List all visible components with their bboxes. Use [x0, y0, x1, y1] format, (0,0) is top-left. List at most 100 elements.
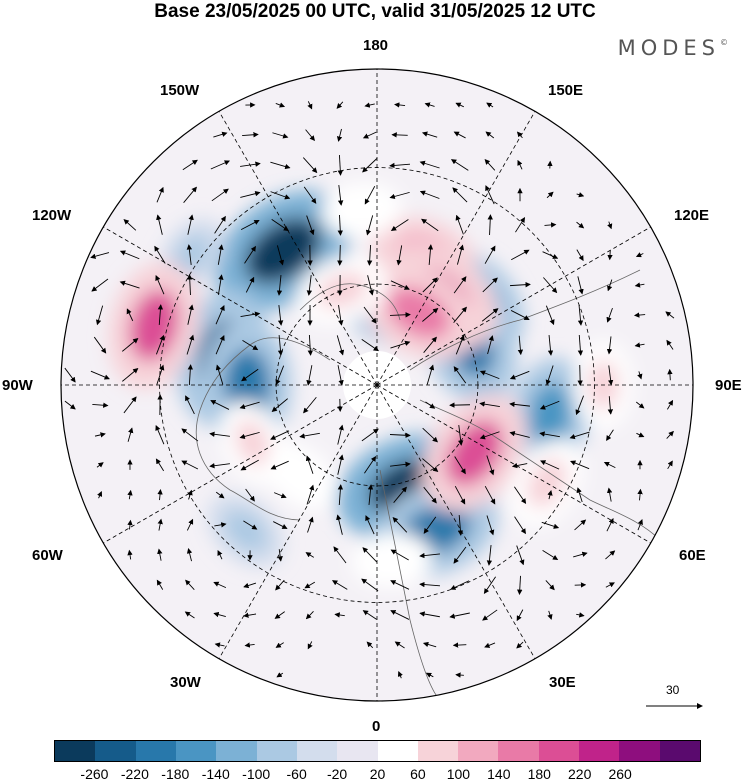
colorbar-segment: [498, 741, 539, 761]
wind-arrow: [186, 547, 193, 562]
wind-arrow: [545, 305, 555, 326]
wind-arrow: [427, 244, 434, 266]
wind-arrow: [542, 550, 559, 561]
wind-arrow: [336, 128, 343, 142]
wind-arrow: [574, 519, 587, 531]
wind-arrow: [274, 611, 285, 619]
wind-arrow: [306, 484, 315, 505]
wind-arrow: [539, 431, 560, 438]
colorbar-tick-label: -260: [80, 766, 109, 782]
wind-arrow: [577, 276, 584, 295]
label-90w: 90W: [2, 377, 33, 394]
wind-arrow: [484, 159, 496, 171]
wind-arrow: [156, 579, 164, 590]
wind-arrow: [424, 102, 435, 108]
wind-arrow: [637, 371, 643, 380]
wind-arrow: [635, 252, 644, 258]
wind-arrow: [306, 365, 313, 386]
wind-arrow: [606, 518, 614, 532]
wind-arrow: [390, 340, 411, 349]
wind-arrow: [666, 339, 674, 350]
wind-arrow: [303, 186, 317, 204]
wind-arrow: [239, 401, 260, 410]
wind-arrow: [243, 582, 257, 589]
colorbar-tick-label: 140: [487, 766, 511, 782]
wind-arrow: [539, 400, 560, 410]
parallel-line: [275, 283, 479, 487]
wind-arrow: [157, 518, 163, 531]
wind-arrow: [485, 185, 495, 205]
wind-arrow: [337, 365, 344, 386]
colorbar-segment: [538, 741, 580, 761]
wind-arrow: [514, 516, 526, 535]
wind-arrow: [270, 460, 289, 470]
wind-arrow: [390, 280, 410, 290]
wind-arrow: [576, 249, 584, 262]
wind-arrow: [367, 484, 374, 505]
map-title: Base 23/05/2025 00 UTC, valid 31/05/2025…: [154, 1, 596, 22]
wind-arrow: [577, 305, 584, 326]
parallel-line: [159, 167, 595, 603]
wind-arrow: [486, 515, 495, 536]
meridian-line: [218, 384, 378, 659]
wind-arrow: [455, 672, 464, 678]
wind-arrow: [361, 428, 379, 442]
colorbar-ticks: -260 -220 -180 -140 -100 -60 -20 20 60 100 140 180 2…: [54, 766, 701, 782]
colorbar-segment: [458, 741, 499, 761]
wind-arrow: [275, 102, 286, 108]
wind-arrow: [187, 304, 194, 325]
wind-arrow: [303, 396, 317, 414]
wind-arrow: [333, 546, 347, 564]
wind-arrow: [155, 274, 165, 295]
wind-arrow: [487, 335, 494, 355]
wind-arrow: [453, 276, 467, 294]
wind-arrow: [425, 672, 434, 678]
wind-arrow: [454, 456, 466, 475]
meridian-line: [376, 384, 536, 659]
colorbar-segment: [175, 741, 217, 761]
colorbar-tick-label: -100: [242, 766, 271, 782]
meridian-line: [376, 226, 651, 386]
wind-arrow: [637, 488, 643, 501]
wind-arrow: [337, 154, 344, 176]
wind-arrow: [455, 334, 465, 355]
wind-arrow: [277, 335, 284, 356]
wind-arrow: [336, 101, 344, 109]
wind-arrow: [245, 276, 255, 293]
label-60w: 60W: [32, 547, 63, 564]
colorbar-tick-label: 260: [608, 766, 632, 782]
wind-arrow: [244, 245, 256, 264]
wind-arrow: [389, 191, 410, 200]
colorbar-tick-label: -60: [286, 766, 307, 782]
wind-arrow: [273, 521, 288, 529]
wind-arrow: [275, 579, 285, 591]
wind-arrow: [545, 365, 554, 386]
wind-arrow: [634, 342, 645, 348]
wind-arrow: [217, 549, 223, 560]
wind-arrow: [90, 370, 110, 380]
wind-arrow: [270, 191, 291, 200]
positive-anomaly-core: [316, 271, 369, 309]
reference-vector-value: 30: [666, 683, 680, 697]
wind-arrow: [336, 335, 345, 356]
wind-arrow: [337, 244, 343, 266]
wind-arrow: [547, 335, 554, 356]
wind-arrow: [361, 338, 379, 352]
wind-arrow: [127, 489, 133, 500]
wind-arrow: [482, 609, 498, 621]
wind-arrow: [577, 334, 584, 356]
wind-arrow: [213, 581, 227, 589]
wind-arrow: [276, 245, 285, 266]
wind-arrow: [575, 395, 585, 416]
brand-logo: MODES©: [618, 36, 728, 60]
wind-arrow: [607, 221, 613, 230]
wind-arrow: [394, 641, 405, 649]
wind-arrow: [156, 214, 163, 235]
colorbar: [54, 740, 701, 762]
wind-arrow: [450, 580, 470, 590]
map-border: [60, 68, 694, 702]
wind-arrow: [510, 310, 530, 320]
wind-arrow: [338, 305, 344, 326]
wind-arrow: [240, 459, 259, 471]
